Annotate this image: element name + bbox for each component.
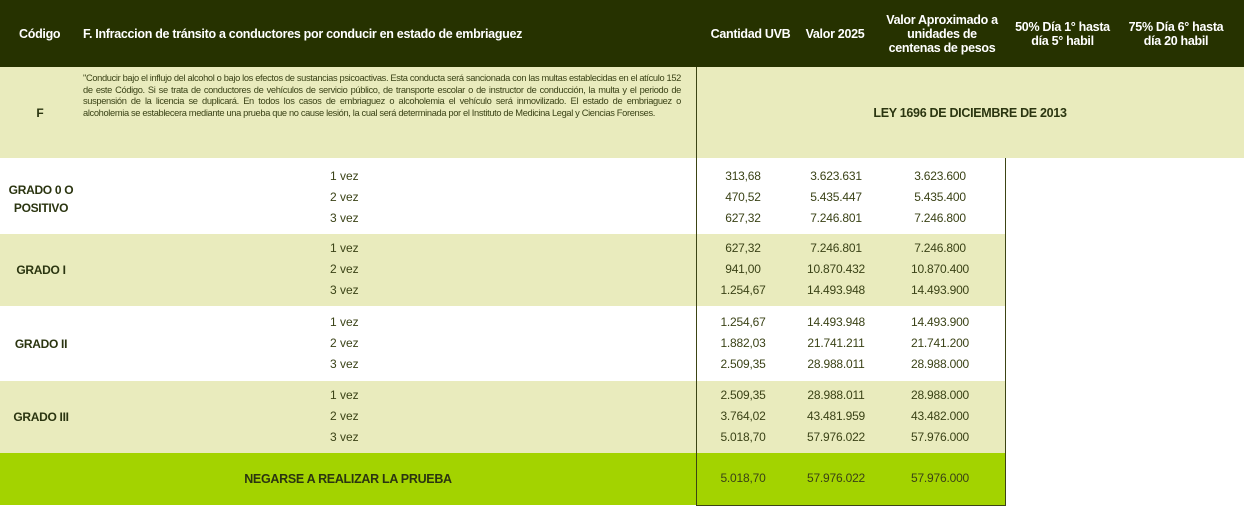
valor-cell: 57.976.022: [806, 430, 866, 444]
grade-label: GRADO 0 O POSITIVO: [8, 183, 74, 215]
grade-row-1: [0, 234, 1005, 306]
uvb-column: 2.509,35 3.764,02 5.018,70: [708, 385, 778, 448]
grade-label: GRADO I: [16, 263, 66, 277]
valor-cell: 3.623.631: [810, 169, 862, 183]
valor-cell: 14.493.948: [806, 315, 866, 329]
aprox-cell: 21.741.200: [910, 336, 970, 350]
grade-row-2: [0, 306, 1244, 381]
aprox-cell: 5.435.400: [914, 190, 966, 204]
aprox-column: 3.623.600 5.435.400 7.246.800: [900, 166, 980, 229]
times-cell: 1 vez: [330, 169, 359, 183]
aprox-cell: 3.623.600: [914, 169, 966, 183]
uvb-column: 627,32 941,00 1.254,67: [708, 238, 778, 301]
valor-cell: 28.988.011: [807, 357, 865, 371]
valor-column: 28.988.011 43.481.959 57.976.022: [796, 385, 876, 448]
uvb-cell: 627,32: [725, 241, 761, 255]
valor-cell: 7.246.801: [810, 211, 862, 225]
times-cell: 3 vez: [330, 283, 359, 297]
times-cell: 3 vez: [330, 211, 359, 225]
valor-column: 7.246.801 10.870.432 14.493.948: [796, 238, 876, 301]
refusal-valor: 57.976.022: [806, 471, 866, 485]
aprox-cell: 28.988.000: [910, 388, 970, 402]
times-cell: 2 vez: [330, 336, 359, 350]
valor-cell: 43.481.959: [806, 409, 866, 423]
uvb-cell: 3.764,02: [720, 409, 766, 423]
refusal-row: [0, 453, 1005, 505]
valor-column: 14.493.948 21.741.211 28.988.011: [796, 312, 876, 375]
uvb-cell: 313,68: [725, 169, 761, 183]
table-bottom-border: [696, 505, 1006, 506]
aprox-cell: 14.493.900: [910, 315, 970, 329]
aprox-column: 7.246.800 10.870.400 14.493.900: [900, 238, 980, 301]
description-row: [0, 67, 1244, 158]
header-codigo: Código: [19, 26, 61, 41]
times-cell: 3 vez: [330, 430, 359, 444]
header-descuento-75: 75% Día 6° hasta día 20 habil: [1128, 19, 1224, 48]
header-descuento-50: 50% Día 1° hasta día 5° habil: [1015, 19, 1110, 48]
times-cell: 2 vez: [330, 190, 359, 204]
times-column: 1 vez 2 vez 3 vez: [330, 166, 380, 229]
aprox-cell: 28.988.000: [910, 357, 970, 371]
aprox-cell: 10.870.400: [910, 262, 970, 276]
table-header: Código F. Infraccion de tránsito a condu…: [0, 0, 1244, 67]
times-cell: 2 vez: [330, 409, 359, 423]
aprox-column: 14.493.900 21.741.200 28.988.000: [900, 312, 980, 375]
column-divider: [696, 67, 697, 506]
aprox-cell: 57.976.000: [910, 430, 970, 444]
valor-cell: 5.435.447: [810, 190, 862, 204]
refusal-aprox: 57.976.000: [910, 471, 970, 485]
grade-label: GRADO II: [14, 336, 68, 351]
header-valor-aproximado: Valor Aproximado a unidades de centenas …: [886, 12, 998, 55]
aprox-cell: 43.482.000: [910, 409, 970, 423]
infraction-description: "Conducir bajo el influjo del alcohol o …: [83, 73, 681, 118]
uvb-cell: 470,52: [725, 190, 761, 204]
times-column: 1 vez 2 vez 3 vez: [330, 385, 380, 448]
uvb-cell: 1.254,67: [720, 283, 766, 297]
uvb-cell: 1.254,67: [720, 315, 766, 329]
aprox-cell: 7.246.800: [914, 211, 966, 225]
valor-cell: 28.988.011: [807, 388, 865, 402]
times-cell: 3 vez: [330, 357, 359, 371]
uvb-cell: 627,32: [725, 211, 761, 225]
valor-cell: 21.741.211: [807, 336, 865, 350]
uvb-cell: 2.509,35: [720, 357, 766, 371]
refusal-uvb: 5.018,70: [720, 471, 766, 485]
refusal-label: NEGARSE A REALIZAR LA PRUEBA: [244, 472, 452, 486]
grade-row-3: [0, 381, 1005, 453]
times-column: 1 vez 2 vez 3 vez: [330, 312, 380, 375]
times-column: 1 vez 2 vez 3 vez: [330, 238, 380, 301]
uvb-cell: 5.018,70: [720, 430, 766, 444]
uvb-cell: 2.509,35: [720, 388, 766, 402]
valor-cell: 14.493.948: [806, 283, 866, 297]
valor-column: 3.623.631 5.435.447 7.246.801: [796, 166, 876, 229]
valor-cell: 7.246.801: [810, 241, 862, 255]
times-cell: 1 vez: [330, 388, 359, 402]
aprox-cell: 7.246.800: [914, 241, 966, 255]
uvb-cell: 941,00: [725, 262, 761, 276]
grade-row-0: [0, 158, 1244, 234]
uvb-column: 1.254,67 1.882,03 2.509,35: [708, 312, 778, 375]
times-cell: 2 vez: [330, 262, 359, 276]
valor-cell: 10.870.432: [806, 262, 866, 276]
aprox-column: 28.988.000 43.482.000 57.976.000: [900, 385, 980, 448]
infraction-code: F: [36, 105, 44, 120]
times-cell: 1 vez: [330, 241, 359, 255]
header-valor-2025: Valor 2025: [805, 26, 865, 41]
uvb-column: 313,68 470,52 627,32: [708, 166, 778, 229]
times-cell: 1 vez: [330, 315, 359, 329]
uvb-cell: 1.882,03: [720, 336, 766, 350]
header-cantidad-uvb: Cantidad UVB: [710, 26, 791, 41]
aprox-cell: 14.493.900: [910, 283, 970, 297]
grade-label: GRADO III: [13, 410, 69, 424]
column-divider: [1005, 158, 1006, 506]
law-reference: LEY 1696 DE DICIEMBRE DE 2013: [873, 105, 1067, 120]
header-title: F. Infraccion de tránsito a conductores …: [83, 26, 523, 41]
